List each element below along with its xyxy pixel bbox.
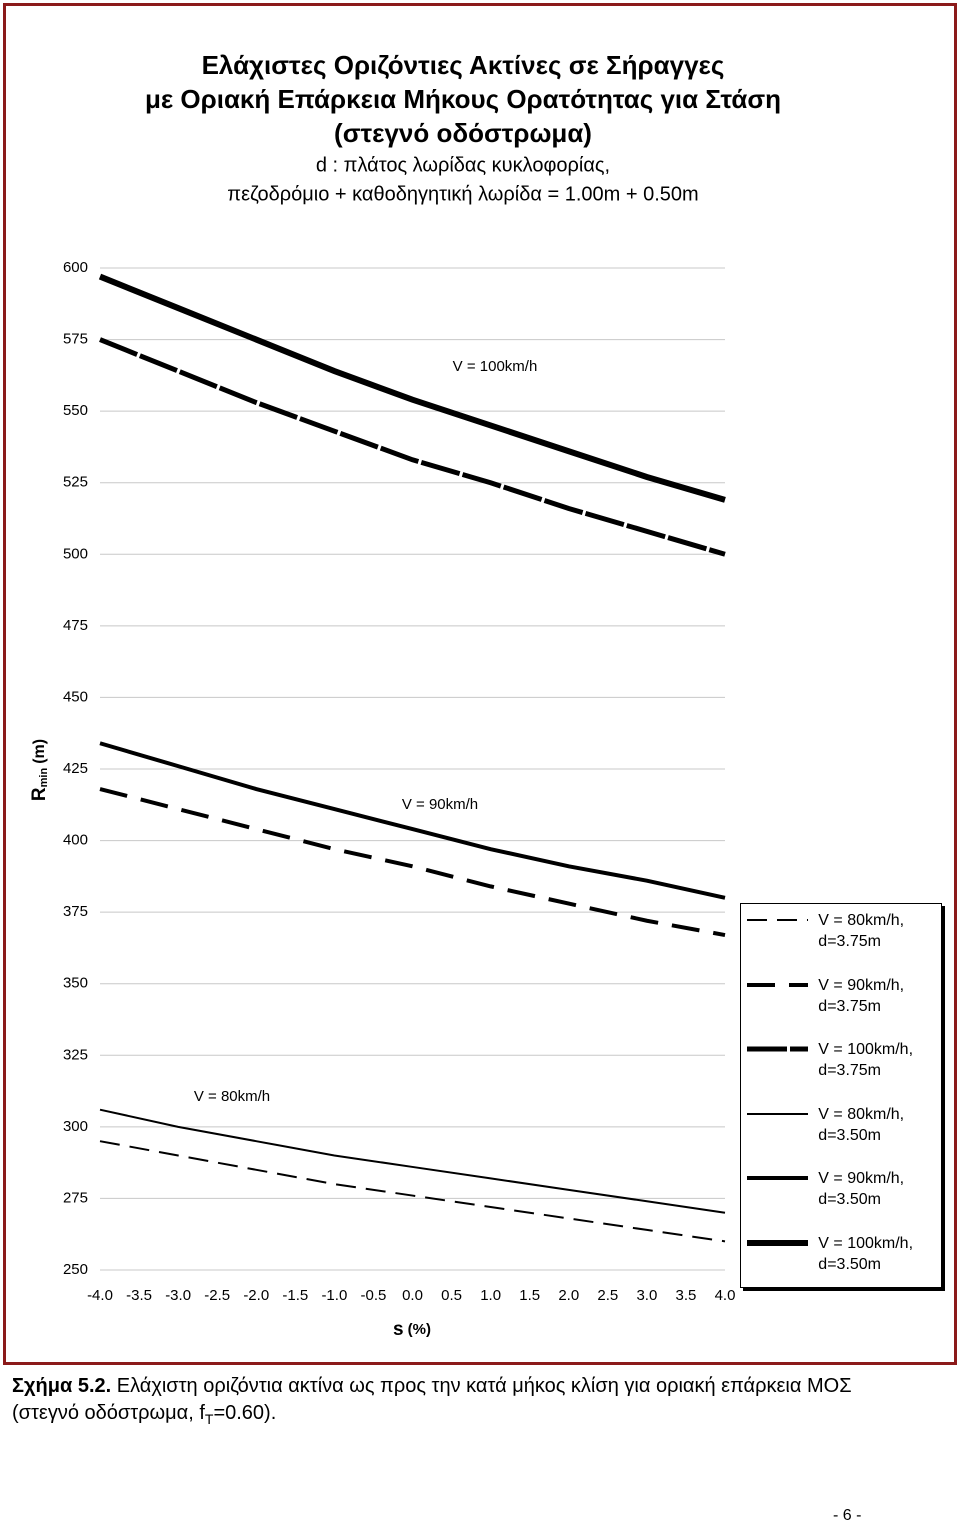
legend-swatch (747, 982, 808, 987)
legend-entry: V = 90km/h, d=3.75m (745, 975, 940, 1017)
x-tick-label: -2.5 (204, 1287, 230, 1304)
y-tick-label: 425 (63, 760, 88, 777)
x-tick-label: 0.0 (402, 1287, 423, 1304)
page-number: - 6 - (833, 1507, 862, 1524)
x-tick-label: 3.0 (636, 1287, 657, 1304)
y-tick-label: 325 (63, 1046, 88, 1063)
y-label-main: R (29, 787, 50, 801)
y-label-unit: (m) (31, 739, 48, 764)
annotation: V = 90km/h (402, 796, 478, 813)
x-tick-label: 1.5 (519, 1287, 540, 1304)
legend-swatch (747, 1239, 808, 1246)
x-tick-label: -1.0 (321, 1287, 347, 1304)
legend-label: V = 90km/h, d=3.50m (818, 1170, 905, 1208)
y-tick-label: 275 (63, 1189, 88, 1206)
legend-swatch (747, 919, 808, 921)
legend-entry: V = 100km/h, d=3.50m (745, 1233, 940, 1275)
x-tick-label: 1.0 (480, 1287, 501, 1304)
title-line: (στεγνό οδόστρωμα) (334, 118, 592, 148)
y-tick-label: 525 (63, 474, 88, 491)
y-tick-label: 400 (63, 832, 88, 849)
y-tick-label: 500 (63, 545, 88, 562)
y-tick-label: 475 (63, 617, 88, 634)
x-tick-label: -3.5 (126, 1287, 152, 1304)
x-axis-label: s (%) (393, 1319, 431, 1340)
legend-label: V = 100km/h, d=3.50m (818, 1234, 914, 1273)
legend-label: V = 100km/h, d=3.75m (818, 1041, 914, 1079)
x-label-unit: (%) (408, 1321, 431, 1338)
y-tick-label: 375 (63, 903, 88, 920)
legend (740, 903, 942, 1288)
legend-entry: V = 80km/h, d=3.75m (745, 910, 940, 952)
caption-text: Ελάχιστη οριζόντια ακτίνα ως προς την κα… (12, 1375, 852, 1424)
x-label-main: s (393, 1319, 404, 1340)
legend-label: V = 80km/h, d=3.75m (818, 912, 905, 950)
title-line: με Οριακή Επάρκεια Μήκους Ορατότητας για… (145, 84, 781, 114)
y-tick-label: 575 (63, 331, 88, 348)
series-line (99, 337, 726, 557)
x-tick-label: -4.0 (87, 1287, 113, 1304)
x-tick-label: -3.0 (165, 1287, 191, 1304)
caption-label: Σχήμα 5.2. (12, 1375, 112, 1397)
legend-entry: V = 80km/h, d=3.50m (745, 1104, 940, 1146)
y-tick-label: 350 (63, 975, 88, 992)
series-line (99, 1140, 726, 1243)
caption: Σχήμα 5.2. Ελάχιστη οριζόντια ακτίνα ως … (12, 1373, 912, 1433)
y-axis-label: Rmin (m) (29, 739, 50, 801)
x-tick-label: 0.5 (441, 1287, 462, 1304)
annotation: V = 80km/h (194, 1088, 270, 1105)
y-tick-label: 300 (63, 1118, 88, 1135)
x-tick-label: 3.5 (676, 1287, 697, 1304)
x-tick-label: 2.0 (558, 1287, 579, 1304)
legend-swatch (747, 1112, 808, 1115)
x-tick-label: -0.5 (361, 1287, 387, 1304)
caption-sub: T (204, 1411, 214, 1427)
caption-end: =0.60). (213, 1402, 277, 1424)
title-line: Ελάχιστες Οριζόντιες Ακτίνες σε Σήραγγες (202, 50, 725, 80)
series-line (99, 741, 726, 900)
y-tick-label: 450 (63, 688, 88, 705)
y-tick-label: 550 (63, 402, 88, 419)
annotation: V = 100km/h (453, 358, 538, 375)
legend-label: V = 80km/h, d=3.50m (818, 1105, 905, 1144)
series-line (98, 273, 726, 503)
x-tick-label: -2.0 (243, 1287, 269, 1304)
legend-swatch (747, 1176, 808, 1180)
title-line: πεζοδρόμιο + καθοδηγητική λωρίδα = 1.00m… (227, 183, 698, 205)
y-label-sub: min (38, 768, 50, 788)
x-tick-label: -1.5 (282, 1287, 308, 1304)
legend-label: V = 90km/h, d=3.75m (818, 976, 905, 1015)
y-tick-label: 600 (63, 259, 88, 276)
legend-entry: V = 90km/h, d=3.50m (745, 1168, 940, 1210)
legend-entry: V = 100km/h, d=3.75m (745, 1039, 940, 1081)
series-line (99, 787, 726, 938)
x-tick-label: 4.0 (715, 1287, 736, 1304)
y-tick-label: 250 (63, 1261, 88, 1278)
chart: Ελάχιστες Οριζόντιες Ακτίνες σε Σήραγγες… (29, 50, 781, 1340)
title-line: d : πλάτος λωρίδας κυκλοφορίας, (316, 154, 610, 176)
legend-swatch (747, 1046, 808, 1052)
x-tick-label: 2.5 (597, 1287, 618, 1304)
chart-frame (3, 3, 957, 1365)
series-line (99, 1108, 726, 1214)
